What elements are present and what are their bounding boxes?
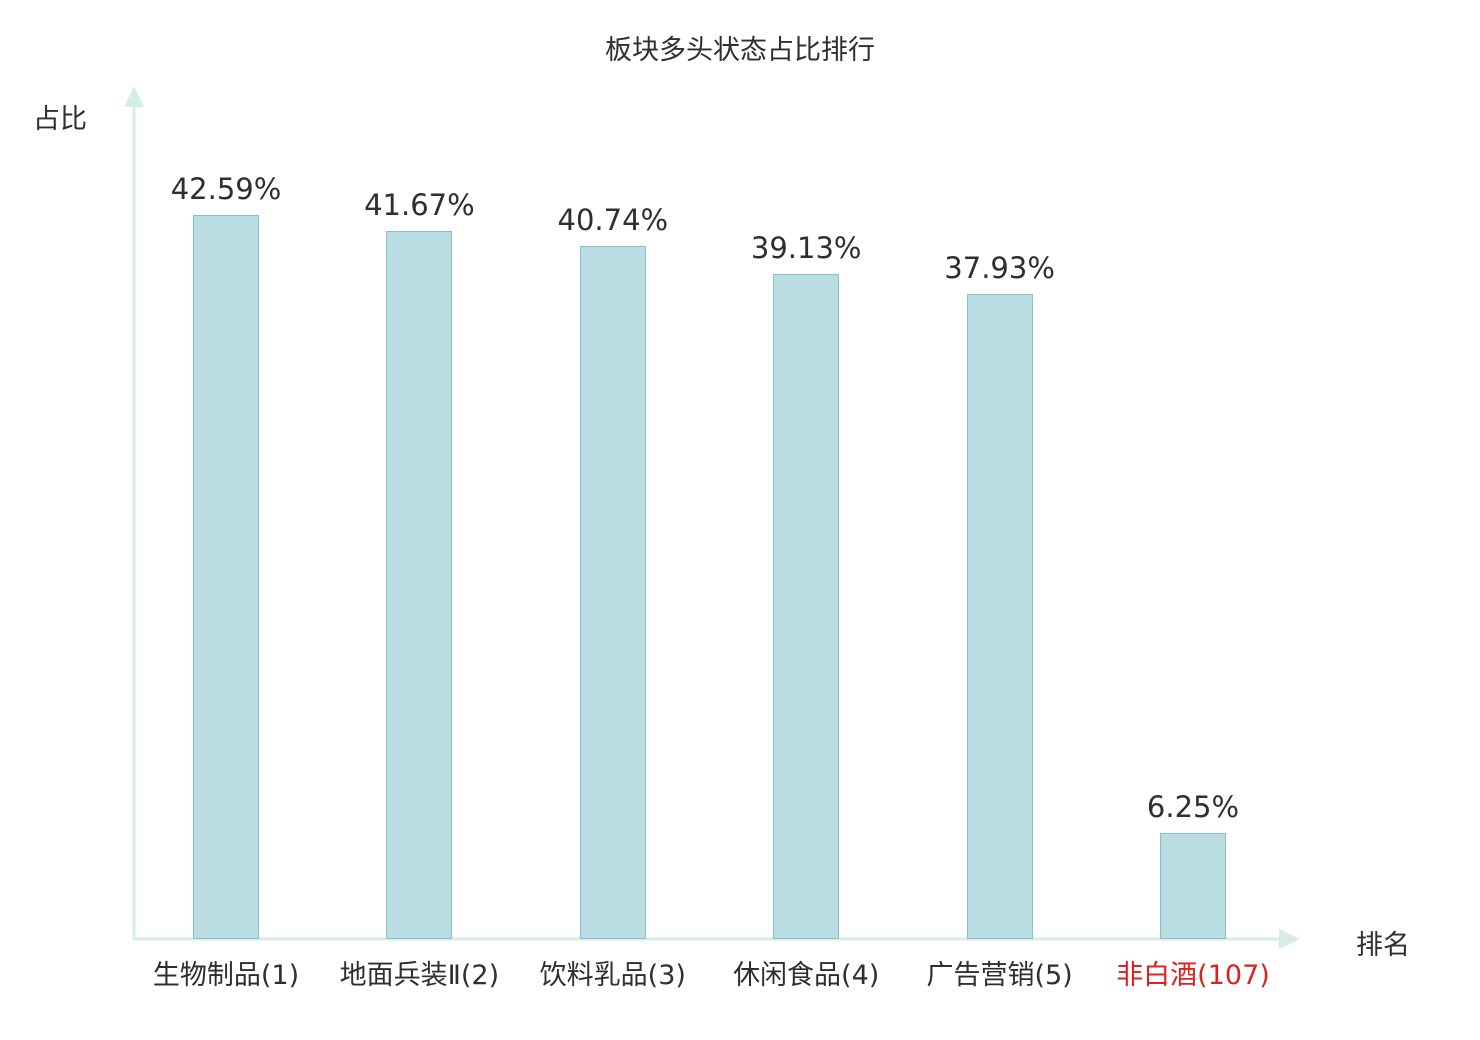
bar-value-label: 41.67% <box>364 188 475 222</box>
x-axis-arrow-icon <box>1279 929 1300 949</box>
chart-title: 板块多头状态占比排行 <box>605 35 875 66</box>
bar-group: 37.93% <box>920 251 1080 939</box>
bar <box>386 231 453 939</box>
category-label: 生物制品(1) <box>152 960 300 991</box>
y-axis-arrow-icon <box>124 86 144 107</box>
bar-value-label: 37.93% <box>944 251 1055 285</box>
bar <box>966 294 1033 939</box>
x-axis-label: 排名 <box>1356 930 1410 961</box>
bar-value-label: 40.74% <box>557 203 669 237</box>
bar-group: 6.25% <box>1113 790 1273 939</box>
bar <box>193 215 259 939</box>
category-label: 非白酒(107) <box>1116 960 1270 991</box>
y-axis-label: 占比 <box>33 104 87 135</box>
category-label: 地面兵装Ⅱ(2) <box>339 960 500 991</box>
bar <box>1160 833 1226 939</box>
category-label: 广告营销(5) <box>926 960 1073 991</box>
category-label: 饮料乳品(3) <box>539 960 686 991</box>
bar <box>579 246 646 939</box>
bar-group: 41.67% <box>339 188 499 939</box>
bar-group: 40.74% <box>533 203 693 939</box>
category-label: 休闲食品(4) <box>733 960 880 991</box>
bar-group: 42.59% <box>146 172 306 939</box>
bar-value-label: 6.25% <box>1146 790 1240 824</box>
bar-value-label: 39.13% <box>750 231 862 265</box>
bar-group: 39.13% <box>726 231 886 939</box>
bar <box>773 274 840 939</box>
bar-value-label: 42.59% <box>170 172 282 206</box>
